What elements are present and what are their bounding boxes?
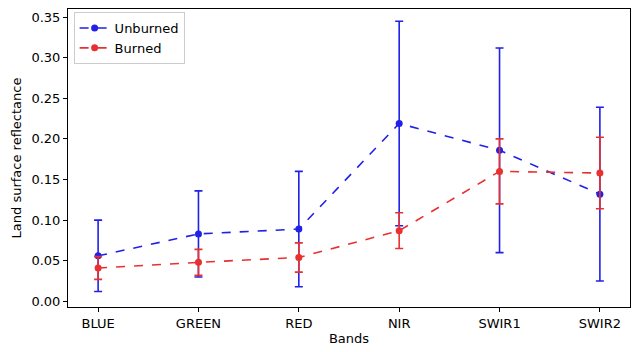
svg-text:NIR: NIR (388, 316, 411, 331)
svg-text:0.20: 0.20 (31, 131, 60, 146)
svg-text:0.00: 0.00 (31, 294, 60, 309)
svg-text:Land surface reflectance: Land surface reflectance (9, 78, 24, 239)
svg-text:Unburned: Unburned (115, 21, 179, 36)
svg-text:BLUE: BLUE (81, 316, 114, 331)
svg-text:Burned: Burned (115, 41, 162, 56)
svg-text:0.15: 0.15 (31, 172, 60, 187)
svg-text:GREEN: GREEN (176, 316, 221, 331)
svg-text:0.10: 0.10 (31, 213, 60, 228)
svg-text:SWIR1: SWIR1 (478, 316, 520, 331)
svg-text:0.25: 0.25 (31, 91, 60, 106)
svg-text:0.30: 0.30 (31, 50, 60, 65)
svg-text:Bands: Bands (329, 331, 369, 346)
svg-text:SWIR2: SWIR2 (579, 316, 621, 331)
svg-text:RED: RED (285, 316, 312, 331)
svg-text:0.35: 0.35 (31, 10, 60, 25)
svg-text:0.05: 0.05 (31, 253, 60, 268)
